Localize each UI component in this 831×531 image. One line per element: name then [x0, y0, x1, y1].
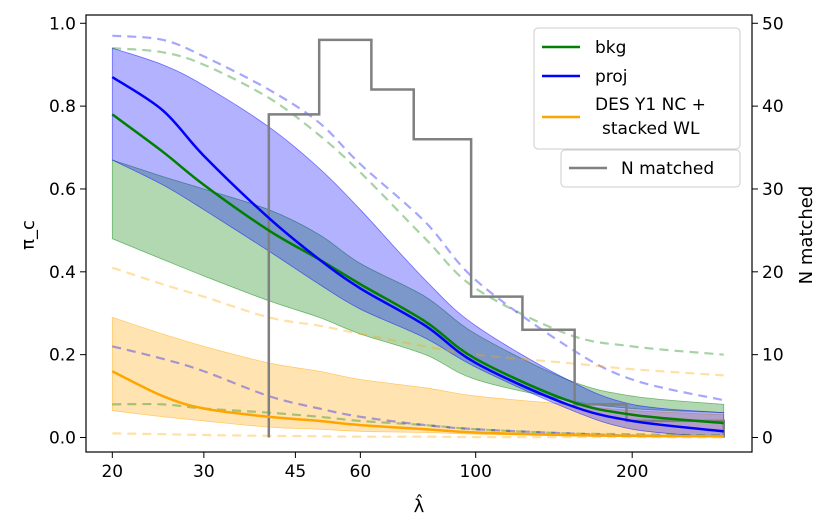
legend-hist-box [560, 149, 741, 188]
x-tick-label-100: 100 [459, 462, 491, 482]
dashed-upper-des-y1-nc-stacked-wl [111, 266, 724, 377]
y-left-tick-label-2: 0.4 [49, 263, 76, 283]
y-axis-right: 0 10 20 30 40 50 [752, 14, 784, 449]
x-tick-label-200: 200 [616, 462, 648, 482]
band-bkg [111, 159, 725, 414]
y-left-tick-label-0: 0.0 [49, 429, 76, 449]
legend-des-label-line2: stacked WL [602, 119, 700, 139]
y-right-tick-label-2: 20 [762, 263, 784, 283]
histogram-n-matched [267, 38, 725, 438]
x-tick-label-60: 60 [350, 462, 372, 482]
y-left-tick-label-1: 0.2 [49, 346, 76, 366]
legend-bkg-label: bkg [595, 38, 626, 58]
dashed-lower-bkg [112, 402, 724, 437]
y-right-tick-label-1: 10 [762, 346, 784, 366]
line-proj [111, 76, 724, 433]
legend-proj-label: proj [595, 67, 628, 87]
line-bkg [111, 113, 724, 425]
band-proj [111, 47, 725, 438]
y-left-tick-label-3: 0.6 [49, 180, 76, 200]
y-axis-left-title: π_c [18, 220, 39, 250]
x-tick-label-20: 20 [101, 462, 123, 482]
dashed-lower-des-y1-nc-stacked-wl [112, 432, 724, 439]
legend-series-box [533, 27, 741, 150]
legend-hist: N matched [560, 149, 741, 188]
x-tick-label-45: 45 [285, 462, 307, 482]
y-right-tick-label-5: 50 [762, 14, 784, 34]
x-axis: 20 30 45 60 100 200 [101, 452, 648, 482]
x-axis-title: λ̂ [414, 494, 425, 517]
plot-frame [85, 14, 753, 453]
y-right-tick-label-4: 40 [762, 97, 784, 117]
line-des-y1-nc-stacked-wl [111, 370, 724, 438]
legend-des-label-line1: DES Y1 NC + [595, 95, 706, 115]
legend-series: bkg proj DES Y1 NC + stacked WL [533, 27, 741, 150]
plot-content [111, 34, 725, 439]
dashed-upper-proj [112, 34, 724, 402]
y-right-tick-label-3: 30 [762, 180, 784, 200]
y-left-tick-label-4: 0.8 [49, 97, 76, 117]
legend-hist-label: N matched [621, 159, 714, 179]
y-axis-left: 0.0 0.2 0.4 0.6 0.8 1.0 [49, 14, 86, 449]
y-right-tick-label-0: 0 [762, 429, 773, 449]
y-left-tick-label-5: 1.0 [49, 14, 76, 34]
x-tick-label-30: 30 [193, 462, 215, 482]
y-axis-right-title: N matched [796, 186, 817, 285]
